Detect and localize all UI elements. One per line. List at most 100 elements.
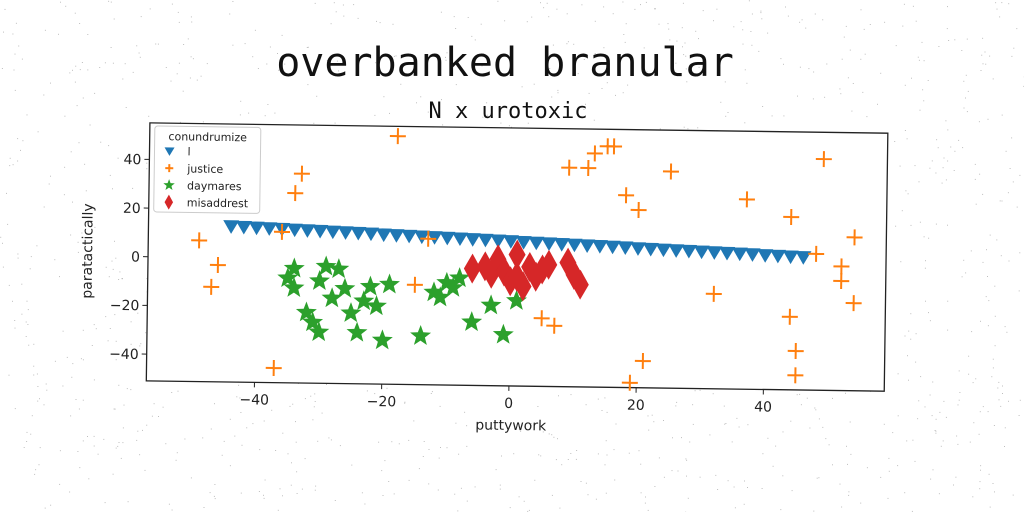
- legend-title: conundrumize: [168, 130, 247, 144]
- point-justice: [783, 209, 800, 226]
- point-justice: [209, 257, 226, 274]
- point-l: [655, 243, 672, 258]
- legend-label: misaddrest: [187, 196, 249, 210]
- legend-marker-justice: [165, 164, 174, 173]
- point-l: [401, 229, 418, 244]
- y-axis-label: paratactically: [79, 203, 96, 299]
- y-tick-label: 20: [123, 201, 141, 217]
- point-daymares: [359, 275, 381, 296]
- point-daymares: [334, 277, 356, 298]
- legend-item-l: l: [164, 145, 191, 158]
- point-misaddrest: [565, 259, 583, 290]
- legend-item-daymares: daymares: [163, 179, 242, 193]
- point-l: [375, 228, 392, 243]
- point-l: [795, 251, 812, 265]
- point-misaddrest: [514, 271, 532, 302]
- legend-items: l justice daymares misaddrest: [163, 145, 249, 210]
- point-l: [668, 244, 685, 258]
- point-l: [439, 231, 456, 246]
- point-l: [579, 239, 596, 253]
- point-l: [604, 240, 621, 255]
- point-justice: [561, 159, 578, 176]
- point-daymares: [436, 271, 458, 292]
- point-l: [388, 229, 405, 243]
- point-daymares: [371, 329, 393, 350]
- point-justice: [203, 278, 220, 295]
- data-marks: [191, 128, 863, 391]
- point-l: [350, 226, 367, 241]
- point-justice: [580, 159, 597, 176]
- point-justice: [293, 165, 310, 182]
- point-l: [223, 220, 240, 234]
- point-justice: [662, 163, 679, 180]
- point-l: [541, 237, 558, 251]
- point-justice: [815, 151, 832, 168]
- point-daymares: [353, 290, 375, 311]
- point-daymares: [506, 289, 527, 310]
- point-daymares: [309, 270, 331, 291]
- point-justice: [389, 128, 406, 145]
- point-l: [248, 221, 265, 236]
- point-justice: [191, 232, 208, 249]
- point-justice: [787, 342, 804, 359]
- x-tick-label: −40: [239, 392, 269, 408]
- point-justice: [533, 310, 550, 327]
- point-misaddrest: [495, 256, 513, 287]
- point-justice: [406, 276, 423, 293]
- x-tick-label: 20: [627, 398, 645, 414]
- series-daymares: [277, 255, 527, 350]
- legend-marker-daymares: [163, 179, 175, 191]
- point-justice: [621, 374, 638, 391]
- point-l: [490, 234, 507, 249]
- point-l: [693, 245, 710, 260]
- point-daymares: [480, 294, 502, 315]
- x-axis-ticks: −40 −20 0 20 40: [239, 382, 772, 416]
- point-daymares: [308, 321, 330, 342]
- point-l: [515, 235, 532, 250]
- point-justice: [833, 258, 850, 275]
- legend-item-misaddrest: misaddrest: [164, 194, 249, 210]
- y-axis-ticks: −40 −20 0 20 40: [109, 152, 150, 363]
- chart-title: overbanked branular: [276, 40, 734, 86]
- point-daymares: [328, 258, 350, 279]
- point-daymares: [449, 267, 471, 288]
- point-daymares: [340, 302, 362, 323]
- point-justice: [808, 245, 825, 262]
- plot-area: −40 −20 0 20 40 −40 −20 0 20 40 puttywork parata…: [79, 122, 889, 434]
- point-l: [706, 246, 723, 260]
- point-daymares: [315, 255, 337, 276]
- point-l: [286, 223, 303, 238]
- point-l: [681, 244, 698, 259]
- point-misaddrest: [508, 239, 526, 270]
- legend-label: l: [187, 145, 190, 158]
- point-daymares: [379, 273, 400, 294]
- point-l: [719, 246, 736, 261]
- point-justice: [287, 185, 304, 202]
- point-l: [617, 241, 634, 255]
- legend: conundrumize l justice daymares misaddrest: [153, 125, 262, 214]
- legend-label: daymares: [187, 179, 242, 193]
- point-misaddrest: [571, 269, 589, 300]
- point-justice: [787, 367, 804, 384]
- point-misaddrest: [508, 261, 526, 292]
- point-l: [299, 224, 316, 238]
- point-l: [503, 235, 520, 249]
- point-justice: [738, 191, 755, 208]
- point-l: [261, 222, 278, 236]
- point-l: [731, 247, 748, 262]
- point-daymares: [423, 281, 445, 302]
- point-daymares: [365, 295, 387, 316]
- series-justice: [191, 128, 863, 391]
- point-misaddrest: [476, 251, 494, 282]
- point-l: [592, 239, 609, 254]
- legend-marker-l: [164, 147, 175, 156]
- point-l: [337, 226, 354, 240]
- point-daymares: [492, 323, 514, 344]
- point-justice: [781, 308, 798, 325]
- x-tick-label: 0: [504, 396, 513, 412]
- x-axis-label: puttywork: [475, 417, 547, 434]
- point-misaddrest: [540, 249, 558, 280]
- y-tick-label: −40: [109, 347, 139, 363]
- y-tick-label: −20: [110, 298, 140, 314]
